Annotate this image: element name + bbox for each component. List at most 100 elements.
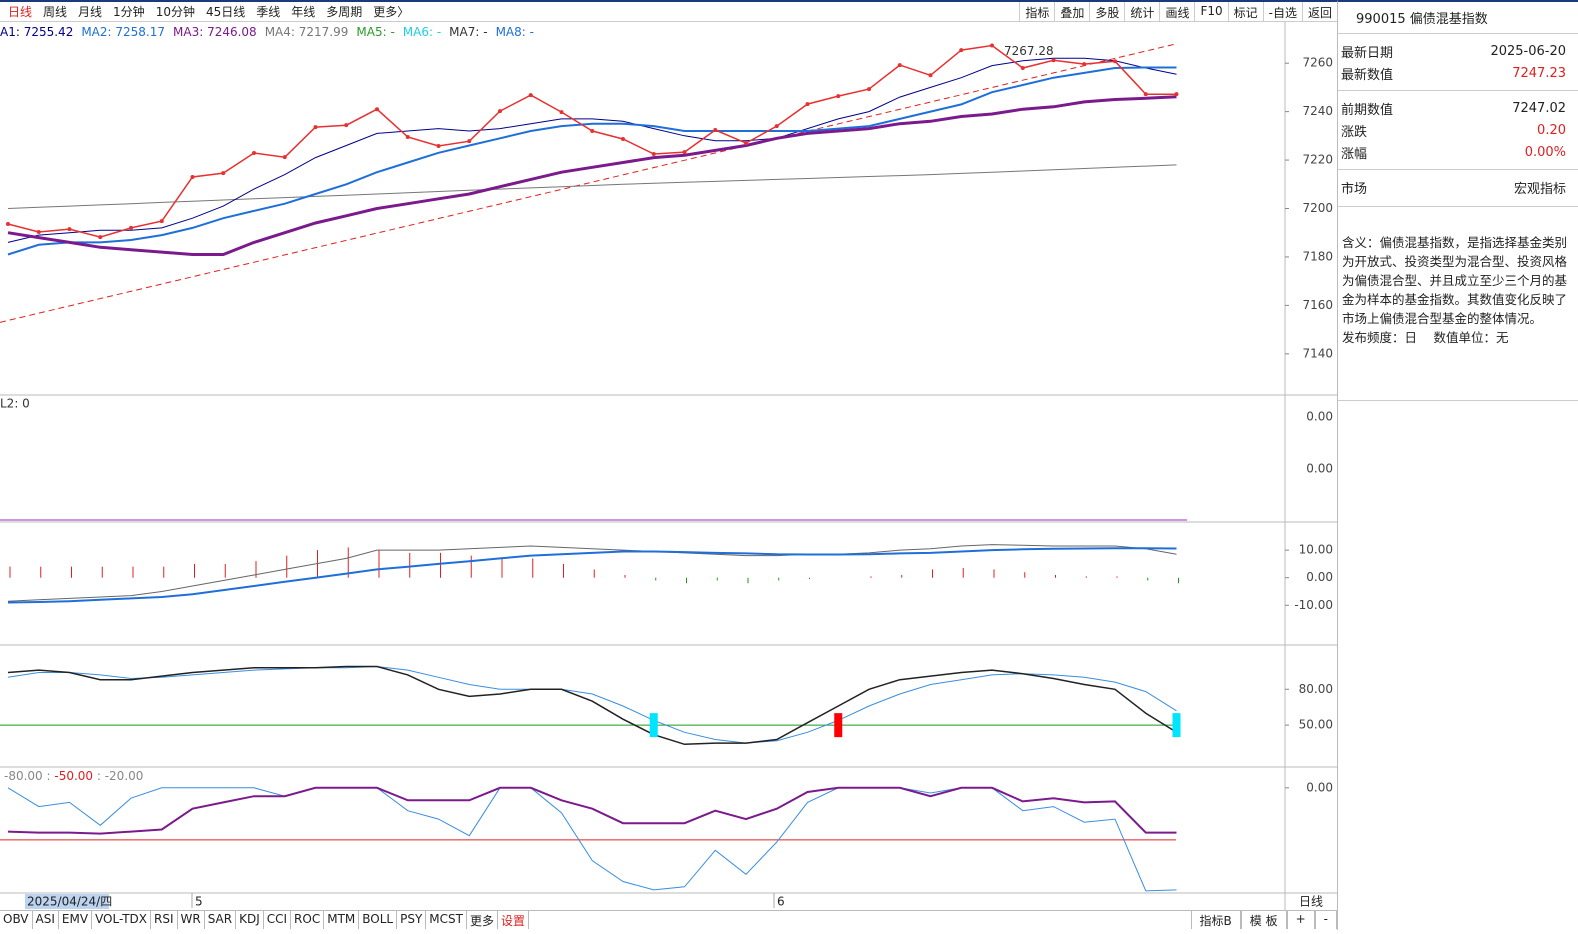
info-row: 涨幅 0.00% xyxy=(1338,141,1578,163)
indicator-tab[interactable]: WR xyxy=(178,911,205,929)
close-point xyxy=(467,139,472,144)
indicator-tab[interactable]: RSI xyxy=(151,911,178,929)
toolbar: 日线 周线 月线 1分钟 10分钟 45日线 季线 年线 多周期 更多〉 指标 叠加 多股 统计 画线 F10… xyxy=(0,0,1337,22)
info-key: 市场 xyxy=(1341,181,1368,197)
period-tab[interactable]: 周线 xyxy=(43,5,68,19)
indicator-tab[interactable]: MTM xyxy=(324,911,360,929)
template-tab[interactable]: 指标B xyxy=(1190,911,1241,929)
tool-button[interactable]: 叠加 xyxy=(1054,2,1089,21)
close-point xyxy=(98,235,103,240)
period-tab[interactable]: 月线 xyxy=(78,5,103,19)
series-line xyxy=(7,665,1177,746)
indicator-tabs: OBV ASI EMV VOL-TDX RSI WR SAR KDJ CCI ROC MTM BOLL… xyxy=(0,910,1337,929)
legend-item: MA3: 7246.08 xyxy=(173,25,257,39)
indicator-tab[interactable]: EMV xyxy=(59,911,93,929)
y-tick-label: -10.00 xyxy=(1294,598,1333,612)
indicator-tab[interactable]: KDJ xyxy=(236,911,264,929)
close-point xyxy=(375,107,379,112)
close-point xyxy=(528,93,533,98)
period-tab[interactable]: 1分钟 xyxy=(113,5,145,19)
close-point xyxy=(682,150,687,155)
info-row: 涨跌 0.20 xyxy=(1338,119,1578,141)
close-point xyxy=(6,222,10,227)
info-value: 宏观指标 xyxy=(1513,181,1566,197)
spacer xyxy=(529,911,1191,929)
pane-label: L2: 0 xyxy=(0,397,30,411)
close-point xyxy=(1082,62,1087,67)
info-value: 0.00% xyxy=(1524,144,1566,160)
tool-button[interactable]: 返回 xyxy=(1301,2,1337,21)
tool-button[interactable]: 多股 xyxy=(1089,2,1124,21)
tool-bar: 指标 叠加 多股 统计 画线 F10 标记 -自选 返回 xyxy=(1019,2,1337,21)
y-tick-label: 7260 xyxy=(1302,56,1333,70)
signal-marker xyxy=(649,713,658,738)
close-point xyxy=(651,152,656,157)
tool-button[interactable]: -自选 xyxy=(1262,2,1302,21)
period-label: 日线 xyxy=(1299,895,1323,909)
info-key: 最新日期 xyxy=(1341,45,1394,61)
series-line xyxy=(7,787,1177,892)
info-row: 最新日期 2025-06-20 xyxy=(1338,40,1578,62)
date-label: 2025/04/24/四 xyxy=(27,895,112,909)
legend-item: MA6: - xyxy=(403,25,441,39)
close-point xyxy=(867,87,871,92)
indicator-tab[interactable]: ROC xyxy=(291,911,325,929)
period-tab[interactable]: 日线 xyxy=(8,5,33,19)
tool-button[interactable]: 指标 xyxy=(1019,2,1054,21)
legend-item: MA7: - xyxy=(449,25,487,39)
close-point xyxy=(897,63,902,68)
tool-button[interactable]: 画线 xyxy=(1159,2,1194,21)
series-line xyxy=(7,544,1177,602)
info-key: 涨跌 xyxy=(1341,124,1368,140)
series-line xyxy=(7,164,1177,209)
close-point xyxy=(436,144,441,149)
info-value: 0.20 xyxy=(1537,122,1566,138)
period-tab[interactable]: 更多〉 xyxy=(373,5,410,19)
settings-tab[interactable]: 设置 xyxy=(498,911,530,929)
wr-legend: -80.00 : -50.00 : -20.00 xyxy=(4,769,143,783)
period-tab[interactable]: 45日线 xyxy=(205,5,246,19)
period-tab[interactable]: 多周期 xyxy=(326,5,363,19)
template-tab[interactable]: 模 板 xyxy=(1240,911,1287,929)
y-tick-label: 7220 xyxy=(1302,153,1333,167)
info-row: 最新数值 7247.23 xyxy=(1338,62,1578,84)
tool-button[interactable]: 标记 xyxy=(1227,2,1263,21)
template-tab[interactable]: + xyxy=(1286,911,1315,929)
period-tab[interactable]: 季线 xyxy=(256,5,281,19)
close-point xyxy=(498,109,502,114)
info-key: 前期数值 xyxy=(1341,102,1394,118)
period-tab[interactable]: 10分钟 xyxy=(155,5,195,19)
y-tick-label: 7200 xyxy=(1302,201,1333,215)
y-tick-label: 0.00 xyxy=(1306,410,1333,424)
tool-button[interactable]: F10 xyxy=(1194,2,1227,21)
close-point xyxy=(344,123,349,128)
close-point xyxy=(190,175,195,180)
info-value: 7247.23 xyxy=(1512,65,1566,81)
indicator-tab[interactable]: SAR xyxy=(205,911,237,929)
period-tab[interactable]: 年线 xyxy=(291,5,316,19)
info-row: 市场 宏观指标 xyxy=(1338,169,1578,198)
indicator-tab[interactable]: 更多 xyxy=(467,911,498,929)
indicator-tab[interactable]: OBV xyxy=(0,911,33,929)
indicator-tab[interactable]: VOL-TDX xyxy=(92,911,151,929)
y-tick-label: 7180 xyxy=(1302,249,1333,263)
close-point xyxy=(621,136,625,141)
series-line xyxy=(7,786,1177,835)
y-tick-label: 50.00 xyxy=(1299,718,1333,732)
series-line xyxy=(7,44,1177,238)
desc-text: 含义：偏债混基指数，是指选择基金类别为开放式、投资类型为混合型、投资风格为偏债混… xyxy=(1342,235,1568,326)
legend-item: MA5: - xyxy=(356,25,394,39)
indicator-tab[interactable]: CCI xyxy=(264,911,292,929)
y-tick-label: 7160 xyxy=(1302,298,1333,312)
close-point xyxy=(805,102,810,107)
indicator-tab[interactable]: BOLL xyxy=(359,911,398,929)
tool-button[interactable]: 统计 xyxy=(1124,2,1159,21)
period-bar: 日线 周线 月线 1分钟 10分钟 45日线 季线 年线 多周期 更多〉 xyxy=(0,3,412,20)
indicator-tab[interactable]: PSY xyxy=(397,911,427,929)
month-label: 5 xyxy=(195,895,203,909)
indicator-tab[interactable]: ASI xyxy=(33,911,59,929)
template-tab[interactable]: - xyxy=(1314,911,1337,929)
indicator-tab[interactable]: MCST xyxy=(426,911,467,929)
legend-item: MA8: - xyxy=(496,25,534,39)
